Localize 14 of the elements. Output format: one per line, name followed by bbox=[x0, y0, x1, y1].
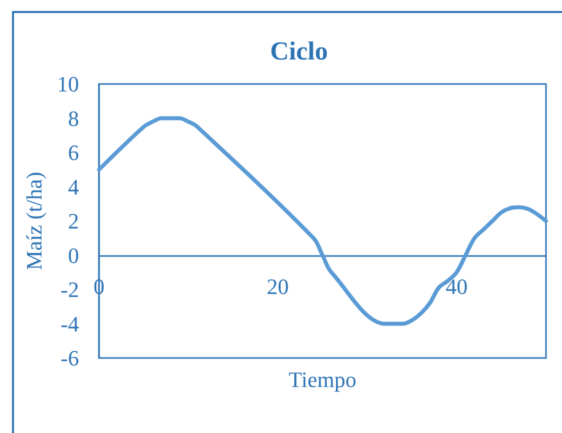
y-tick-label: 0 bbox=[68, 242, 79, 268]
y-tick-label: 8 bbox=[68, 106, 79, 131]
x-tick-label: 20 bbox=[266, 274, 289, 299]
y-axis-title: Maíz (t/ha) bbox=[22, 172, 46, 270]
y-tick-label: -6 bbox=[60, 346, 79, 370]
chart-title: Ciclo bbox=[270, 36, 328, 66]
y-tick-label: -2 bbox=[60, 277, 79, 302]
y-tick-label: 2 bbox=[68, 208, 79, 234]
y-tick-label: 4 bbox=[68, 174, 79, 200]
x-axis-title: Tiempo bbox=[288, 366, 356, 392]
y-tick-label: 6 bbox=[68, 140, 79, 165]
y-tick-label: -4 bbox=[60, 311, 79, 336]
y-tick-label: 10 bbox=[57, 72, 79, 96]
x-tick-label: 40 bbox=[446, 274, 468, 299]
